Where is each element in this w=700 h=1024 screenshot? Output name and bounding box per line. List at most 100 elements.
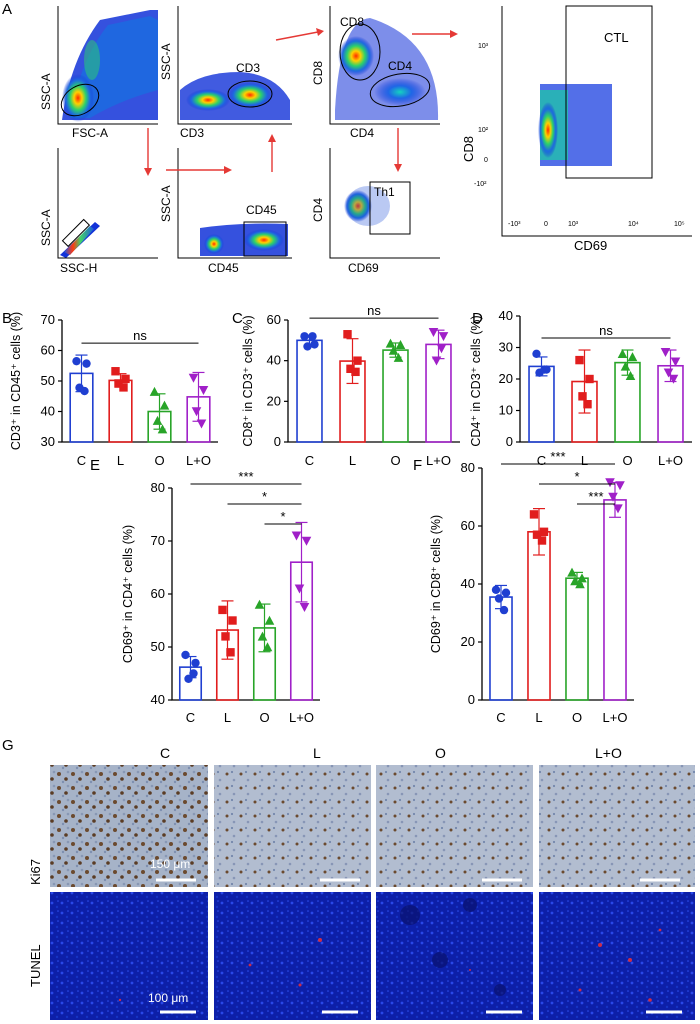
chart-d-point [660, 348, 671, 358]
p3-ylabel: CD8 [311, 61, 325, 85]
chart-b-point [82, 359, 91, 368]
chart-e-ylabel: CD69⁺ in CD4⁺ cells (%) [121, 525, 135, 663]
chart-d-point [575, 355, 584, 365]
chart-b-sig-label: ns [133, 328, 147, 343]
ki67-c-image [50, 765, 208, 887]
chart-e-ytick-label: 80 [151, 480, 165, 495]
tunel-positive-dots [118, 928, 662, 1002]
chart-c-category-label: L+O [426, 453, 451, 468]
chart-c-ytick-label: 40 [267, 353, 281, 368]
chart-f-ytick-label: 20 [461, 634, 475, 649]
p7-xtick-1: -10³ [508, 221, 521, 228]
chart-c-category-label: L [349, 453, 356, 468]
chart-c-ytick-label: 0 [274, 434, 281, 449]
chart-f-bar [527, 530, 551, 701]
chart-e-ytick-label: 40 [151, 692, 165, 707]
p6-ylabel: CD4 [311, 198, 325, 222]
chart-d-point [668, 374, 679, 384]
chart-d-point [585, 374, 594, 384]
p7-ytick-1: 10³ [478, 43, 489, 50]
p7-xlabel: CD69 [574, 238, 607, 253]
flow-plot-cd4-cd8: CD8 CD4 CD8 CD4 [311, 6, 440, 140]
arrow-p2-p3 [275, 31, 319, 41]
chart-b-point [80, 386, 89, 396]
col-label-c: C [160, 745, 170, 761]
chart-d-sig-label: ns [599, 323, 613, 338]
chart-f-point [532, 530, 542, 539]
chart-d-category-label: C [537, 453, 546, 468]
panel-label-d: D [472, 310, 483, 327]
chart-b-point [198, 385, 209, 395]
chart-d: 0 10 20 30 40 CD4⁺ in CD3⁺ cells (%) C L O L+O ns [469, 308, 692, 468]
flow-plot-cd69-cd4: CD4 CD69 Th1 [311, 148, 440, 275]
chart-e-point [228, 616, 237, 625]
chart-f-category-label: C [496, 710, 505, 725]
chart-c-bar [296, 339, 323, 443]
p6-gate-label: Th1 [374, 185, 395, 199]
chart-e-point [299, 603, 310, 613]
chart-c-point [353, 356, 362, 365]
chart-f-sig-label: *** [588, 489, 603, 504]
p1-xlabel: FSC-A [72, 126, 108, 140]
col-label-lo: L+O [595, 745, 622, 761]
chart-f-point [499, 605, 509, 615]
panel-label-e: E [90, 457, 100, 474]
chart-b-ylabel: CD3⁺ in CD45⁺ cells (%) [9, 312, 23, 450]
chart-c-category-label: O [390, 453, 400, 468]
p3-gate-cd8: CD8 [340, 15, 364, 29]
p6-xlabel: CD69 [348, 261, 379, 275]
chart-b-point [159, 400, 170, 410]
chart-f-point [537, 536, 547, 545]
chart-c-sig-label: ns [367, 303, 381, 318]
chart-f-category-label: L [535, 710, 542, 725]
col-label-l: L [313, 745, 321, 761]
chart-f-point [491, 585, 501, 594]
panel-label-a: A [2, 1, 12, 18]
arrowhead-p3-p7 [450, 30, 458, 38]
arrowhead-p4-p5 [224, 166, 232, 174]
chart-d-point [670, 357, 681, 367]
chart-c-point [431, 356, 442, 366]
chart-b-category-label: O [154, 453, 164, 468]
chart-e-point [181, 650, 190, 660]
chart-e-point [218, 605, 227, 615]
p5-xlabel: CD45 [208, 261, 239, 275]
p7-xtick-2: 0 [544, 221, 548, 228]
p3-gate-cd4: CD4 [388, 59, 412, 73]
chart-f-bar [603, 499, 627, 701]
chart-d-point [620, 361, 631, 371]
p5-gate-label: CD45 [246, 203, 277, 217]
chart-c-bar [382, 349, 409, 443]
p2-gate-label: CD3 [236, 61, 260, 75]
chart-b-point [196, 419, 207, 429]
chart-e-ytick-label: 70 [151, 533, 165, 548]
chart-f-point [615, 481, 625, 491]
p7-ytick-2: 10² [478, 127, 489, 134]
chart-d-category-label: L+O [658, 453, 683, 468]
chart-d-ylabel: CD4⁺ in CD3⁺ cells (%) [469, 315, 483, 446]
chart-c-point [428, 328, 439, 337]
flow-plot-ssch-ssca: SSC-A SSC-H [39, 148, 158, 275]
p5-ylabel: SSC-A [159, 185, 173, 222]
chart-f-point [570, 576, 580, 586]
chart-d-ytick-label: 10 [499, 403, 513, 418]
ki67-o-image [376, 765, 533, 887]
chart-e-point [301, 536, 312, 546]
chart-d-category-label: O [622, 453, 632, 468]
chart-e-category-label: C [186, 710, 195, 725]
chart-b-point [72, 356, 81, 366]
chart-f-point [529, 510, 539, 519]
chart-c-point [436, 344, 447, 354]
chart-e-ytick-label: 50 [151, 639, 165, 654]
chart-d-point [627, 352, 638, 362]
p1-ylabel: SSC-A [39, 73, 53, 110]
chart-f-ylabel: CD69⁺ in CD8⁺ cells (%) [429, 515, 443, 653]
chart-f-point [539, 527, 549, 536]
chart-b-point [191, 407, 202, 417]
chart-f-point [575, 579, 585, 589]
chart-e-point [191, 658, 200, 668]
chart-e-point [184, 674, 193, 683]
p4-ylabel: SSC-A [39, 209, 53, 246]
p7-gate-label: CTL [604, 30, 629, 45]
chart-b-point [111, 367, 120, 376]
